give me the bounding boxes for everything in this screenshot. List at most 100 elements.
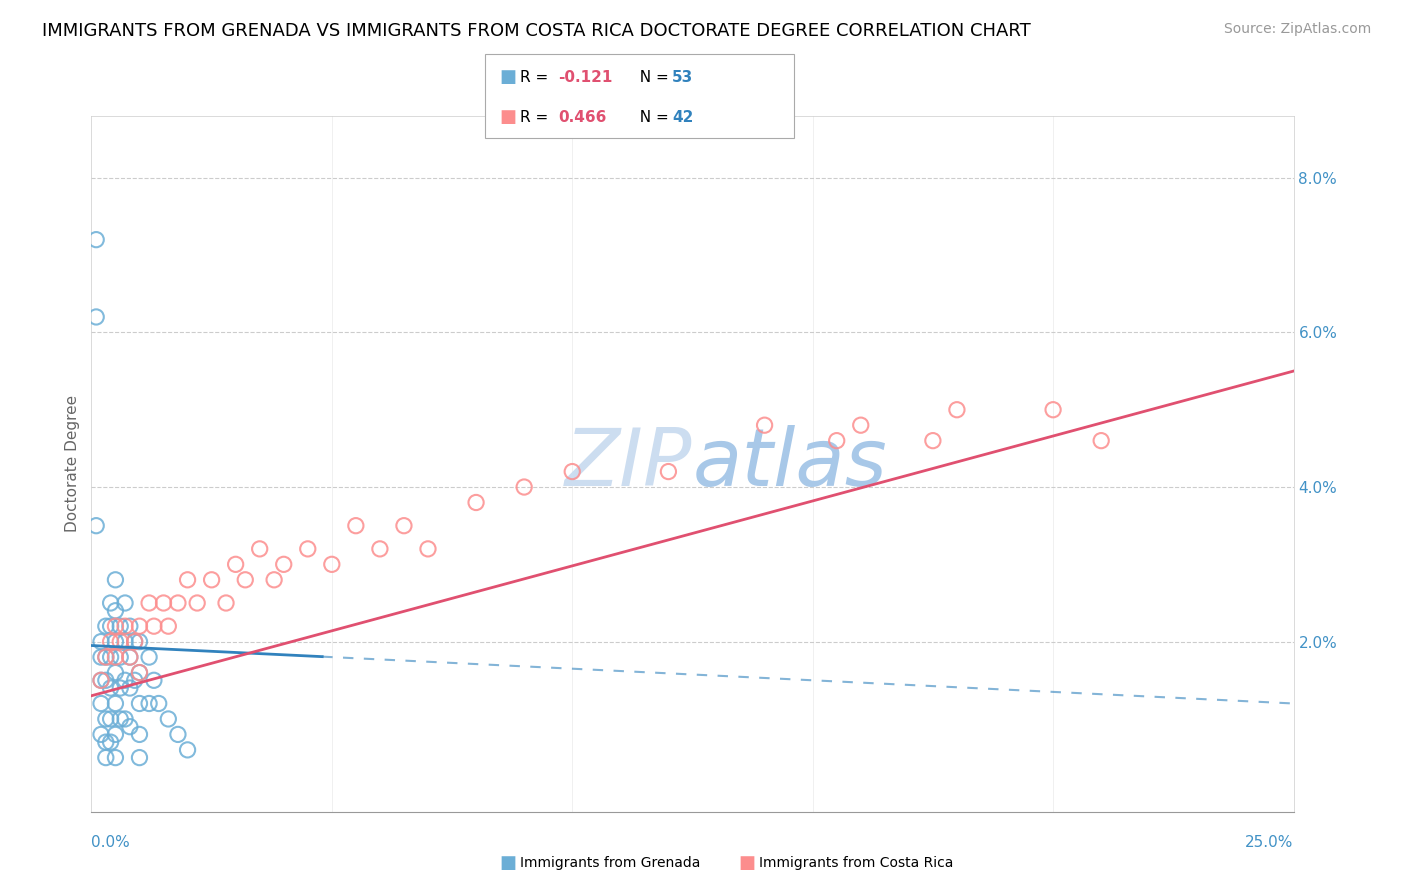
Point bbox=[90, 673, 112, 688]
Point bbox=[104, 634, 127, 648]
Text: N =: N = bbox=[630, 110, 673, 125]
Point bbox=[104, 650, 127, 665]
Point bbox=[416, 541, 439, 556]
Point bbox=[104, 750, 127, 764]
Point bbox=[104, 573, 127, 587]
Point bbox=[657, 465, 679, 479]
Text: ■: ■ bbox=[738, 855, 755, 872]
Point bbox=[100, 735, 122, 749]
Point bbox=[90, 673, 112, 688]
Point bbox=[263, 573, 285, 587]
Point bbox=[118, 720, 141, 734]
Point bbox=[110, 634, 132, 648]
Point bbox=[922, 434, 945, 448]
Point bbox=[94, 712, 117, 726]
Text: 42: 42 bbox=[672, 110, 693, 125]
Point bbox=[84, 518, 107, 533]
Point bbox=[114, 673, 136, 688]
Point bbox=[297, 541, 319, 556]
Point bbox=[94, 619, 117, 633]
Point bbox=[94, 650, 117, 665]
Point bbox=[273, 558, 295, 572]
Point bbox=[128, 697, 150, 711]
Point bbox=[1042, 402, 1064, 417]
Point bbox=[465, 495, 488, 509]
Text: Immigrants from Grenada: Immigrants from Grenada bbox=[520, 856, 700, 871]
Y-axis label: Doctorate Degree: Doctorate Degree bbox=[65, 395, 80, 533]
Text: ■: ■ bbox=[499, 108, 516, 126]
Point bbox=[90, 727, 112, 741]
Point bbox=[110, 650, 132, 665]
Point bbox=[114, 634, 136, 648]
Point bbox=[513, 480, 536, 494]
Point bbox=[825, 434, 848, 448]
Point bbox=[152, 596, 174, 610]
Point bbox=[138, 697, 160, 711]
Point bbox=[157, 619, 180, 633]
Point bbox=[249, 541, 271, 556]
Text: ■: ■ bbox=[499, 69, 516, 87]
Point bbox=[84, 233, 107, 247]
Text: R =: R = bbox=[520, 70, 554, 85]
Point bbox=[128, 619, 150, 633]
Point bbox=[90, 697, 112, 711]
Point bbox=[392, 518, 415, 533]
Point bbox=[90, 634, 112, 648]
Point bbox=[110, 681, 132, 695]
Point bbox=[215, 596, 238, 610]
Point bbox=[94, 750, 117, 764]
Point bbox=[100, 619, 122, 633]
Point bbox=[118, 650, 141, 665]
Point bbox=[94, 673, 117, 688]
Point bbox=[124, 634, 146, 648]
Text: ■: ■ bbox=[499, 855, 516, 872]
Point bbox=[157, 712, 180, 726]
Point bbox=[849, 418, 872, 433]
Text: 53: 53 bbox=[672, 70, 693, 85]
Point bbox=[104, 665, 127, 680]
Point bbox=[100, 681, 122, 695]
Point bbox=[138, 650, 160, 665]
Point bbox=[128, 665, 150, 680]
Point bbox=[94, 735, 117, 749]
Text: 0.0%: 0.0% bbox=[91, 836, 131, 850]
Text: 0.466: 0.466 bbox=[558, 110, 606, 125]
Point bbox=[124, 634, 146, 648]
Text: Source: ZipAtlas.com: Source: ZipAtlas.com bbox=[1223, 22, 1371, 37]
Text: ZIP: ZIP bbox=[565, 425, 692, 503]
Point bbox=[104, 697, 127, 711]
Point bbox=[100, 596, 122, 610]
Text: -0.121: -0.121 bbox=[558, 70, 613, 85]
Point bbox=[321, 558, 343, 572]
Point bbox=[186, 596, 208, 610]
Point bbox=[114, 596, 136, 610]
Point bbox=[104, 727, 127, 741]
Point bbox=[100, 650, 122, 665]
Point bbox=[110, 619, 132, 633]
Point bbox=[124, 673, 146, 688]
Point bbox=[128, 750, 150, 764]
Text: R =: R = bbox=[520, 110, 554, 125]
Point bbox=[225, 558, 247, 572]
Point bbox=[94, 650, 117, 665]
Text: 25.0%: 25.0% bbox=[1246, 836, 1294, 850]
Point bbox=[946, 402, 969, 417]
Point bbox=[138, 596, 160, 610]
Point bbox=[148, 697, 170, 711]
Point bbox=[176, 743, 198, 757]
Point bbox=[754, 418, 776, 433]
Point bbox=[167, 727, 190, 741]
Point bbox=[176, 573, 198, 587]
Point bbox=[114, 619, 136, 633]
Text: atlas: atlas bbox=[692, 425, 887, 503]
Point bbox=[233, 573, 256, 587]
Point bbox=[128, 665, 150, 680]
Point bbox=[118, 650, 141, 665]
Point bbox=[100, 634, 122, 648]
Text: N =: N = bbox=[630, 70, 673, 85]
Point bbox=[1090, 434, 1112, 448]
Point bbox=[104, 604, 127, 618]
Point bbox=[368, 541, 391, 556]
Point bbox=[167, 596, 190, 610]
Point bbox=[201, 573, 224, 587]
